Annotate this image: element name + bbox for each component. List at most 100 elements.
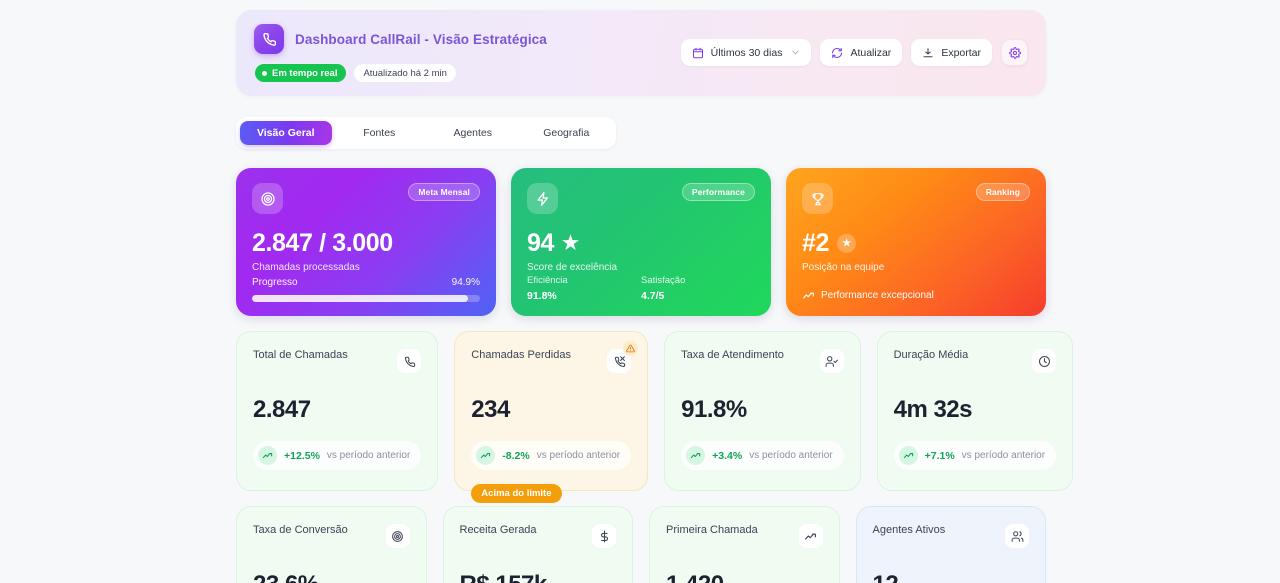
hero-note-label: Performance excepcional [821, 290, 934, 301]
metric-header: Taxa de Atendimento [681, 349, 844, 373]
progress-bar-fill [252, 295, 469, 302]
hero-card-meta-mensal[interactable]: Meta Mensal 2.847 / 3.000 Chamadas proce… [236, 168, 496, 316]
hero-card-ranking[interactable]: Ranking #2 ★ Posição na equipe Performan [786, 168, 1046, 316]
metric-header: Primeira Chamada [666, 524, 823, 548]
gear-icon [1008, 46, 1021, 59]
hero-subtitle-ranking: Posição na equipe [802, 262, 885, 273]
metric-delta-text: vs período anterior [749, 450, 833, 461]
hero-card-performance[interactable]: Performance 94 ★ Score de excelência Efi… [511, 168, 771, 316]
chevron-down-icon [791, 48, 800, 57]
hero-value-text: 94 [527, 229, 555, 257]
metric-delta-percent: +7.1% [924, 449, 955, 462]
metric-value: 91.8% [681, 396, 747, 423]
metric-title: Primeira Chamada [666, 524, 758, 536]
metric-delta-text: vs período anterior [536, 450, 621, 461]
metric-header: Total de Chamadas [253, 349, 422, 373]
hero-stats: Eficiência 91.8% Satisfação 4.7/5 [527, 275, 755, 302]
hero-badge-performance: Performance [681, 183, 755, 201]
metric-delta: +3.4% vs período anterior [681, 441, 844, 470]
status-pill-row: Em tempo real Atualizado há 2 min [254, 63, 547, 83]
metric-title: Agentes Ativos [872, 524, 946, 536]
metric-value: 234 [471, 396, 510, 423]
stat-label: Satisfação [641, 275, 686, 286]
target-icon [252, 183, 283, 214]
metric-title: Taxa de Atendimento [681, 349, 784, 361]
hero-badge-ranking: Ranking [975, 183, 1030, 201]
metric-card-taxa-atendimento[interactable]: Taxa de Atendimento 91.8% [664, 331, 861, 491]
metric-card-primeira-chamada[interactable]: Primeira Chamada 1.420 [649, 506, 840, 583]
metric-header: Taxa de Conversão [253, 524, 410, 548]
metric-value: R$ 157k [460, 573, 617, 583]
hero-progress-section: Progresso 94.9% [252, 277, 480, 302]
download-icon [922, 47, 934, 59]
header-toolbar: Últimos 30 dias Atualizar [680, 39, 1028, 66]
date-range-label: Últimos 30 dias [710, 46, 783, 59]
metric-title: Total de Chamadas [253, 349, 348, 361]
settings-button[interactable] [1001, 39, 1028, 66]
metric-title: Taxa de Conversão [253, 524, 348, 536]
date-range-selector[interactable]: Últimos 30 dias [680, 39, 812, 66]
metric-delta: +12.5% vs período anterior [253, 441, 422, 470]
hero-card-header: Meta Mensal [252, 183, 480, 214]
metric-header: Receita Gerada [459, 524, 616, 548]
metric-card-receita-gerada[interactable]: Receita Gerada R$ 157k [442, 506, 633, 583]
export-label: Exportar [941, 46, 981, 59]
tab-fontes[interactable]: Fontes [334, 121, 426, 145]
metric-value: 1.420 [666, 573, 823, 583]
hero-card-header: Performance [527, 183, 755, 214]
metric-card-total-chamadas[interactable]: Total de Chamadas 2.847 +12.5% [236, 331, 439, 491]
tab-visao-geral[interactable]: Visão Geral [240, 121, 332, 145]
live-dot-icon [262, 70, 267, 76]
hero-note-ranking: Performance excepcional [802, 289, 1030, 302]
calendar-icon [692, 47, 704, 59]
phone-icon [254, 24, 284, 54]
progress-labels: Progresso 94.9% [252, 277, 480, 288]
tab-agentes[interactable]: Agentes [427, 121, 519, 145]
page-title: Dashboard CallRail - Visão Estratégica [295, 31, 547, 47]
tab-bar: Visão Geral Fontes Agentes Geografia [236, 117, 616, 149]
metric-delta: -8.2% vs período anterior [471, 441, 632, 470]
hero-value-ranking: #2 ★ [802, 231, 1030, 256]
trophy-icon [802, 183, 833, 214]
dollar-icon [592, 524, 616, 548]
metric-delta-text: vs período anterior [961, 450, 1046, 461]
metric-title: Receita Gerada [459, 524, 537, 536]
hero-stat-eficiencia: Eficiência 91.8% [527, 275, 641, 302]
hero-card-grid: Meta Mensal 2.847 / 3.000 Chamadas proce… [236, 168, 1046, 316]
hero-value-text: #2 [802, 229, 830, 257]
metric-title: Duração Média [893, 349, 969, 361]
hero-note-section: Performance excepcional [802, 289, 1030, 302]
warning-icon [623, 341, 639, 356]
metric-card-agentes-ativos[interactable]: Agentes Ativos 12 [855, 506, 1046, 583]
metric-card-chamadas-perdidas[interactable]: Chamadas Perdidas [454, 331, 649, 503]
live-badge-label: Em tempo real [272, 67, 338, 79]
stat-value: 4.7/5 [641, 290, 665, 302]
users-icon [1005, 524, 1029, 548]
refresh-label: Atualizar [850, 46, 892, 59]
trend-up-icon [798, 524, 823, 548]
metric-delta: +7.1% vs período anterior [893, 441, 1057, 470]
tab-geografia[interactable]: Geografia [521, 121, 613, 145]
metric-delta-text: vs período anterior [326, 450, 411, 461]
trend-up-icon [898, 446, 918, 465]
hero-subtitle-performance: Score de excelência [527, 262, 618, 273]
metric-header: Chamadas Perdidas [471, 341, 639, 373]
metric-header: Agentes Ativos [872, 524, 1029, 548]
trend-up-icon [686, 446, 706, 465]
metric-value: 2.847 [253, 396, 311, 423]
export-button[interactable]: Exportar [911, 39, 992, 66]
metric-title: Chamadas Perdidas [471, 349, 571, 361]
metric-card-taxa-conversao[interactable]: Taxa de Conversão 23.6% [236, 506, 427, 583]
target-icon [385, 524, 410, 548]
brand-row: Dashboard CallRail - Visão Estratégica [254, 24, 547, 54]
trend-up-icon [258, 446, 277, 465]
phone-missed-icon [607, 341, 639, 373]
user-check-icon [819, 349, 844, 373]
refresh-button[interactable]: Atualizar [820, 39, 903, 66]
stat-label: Eficiência [527, 275, 568, 286]
metric-card-duracao-media[interactable]: Duração Média 4m 32s +7.1% v [876, 331, 1074, 491]
lightning-icon [527, 183, 558, 214]
star-icon: ★ [837, 234, 857, 253]
status-badge-acima-do-limite: Acima do limite [471, 484, 562, 503]
